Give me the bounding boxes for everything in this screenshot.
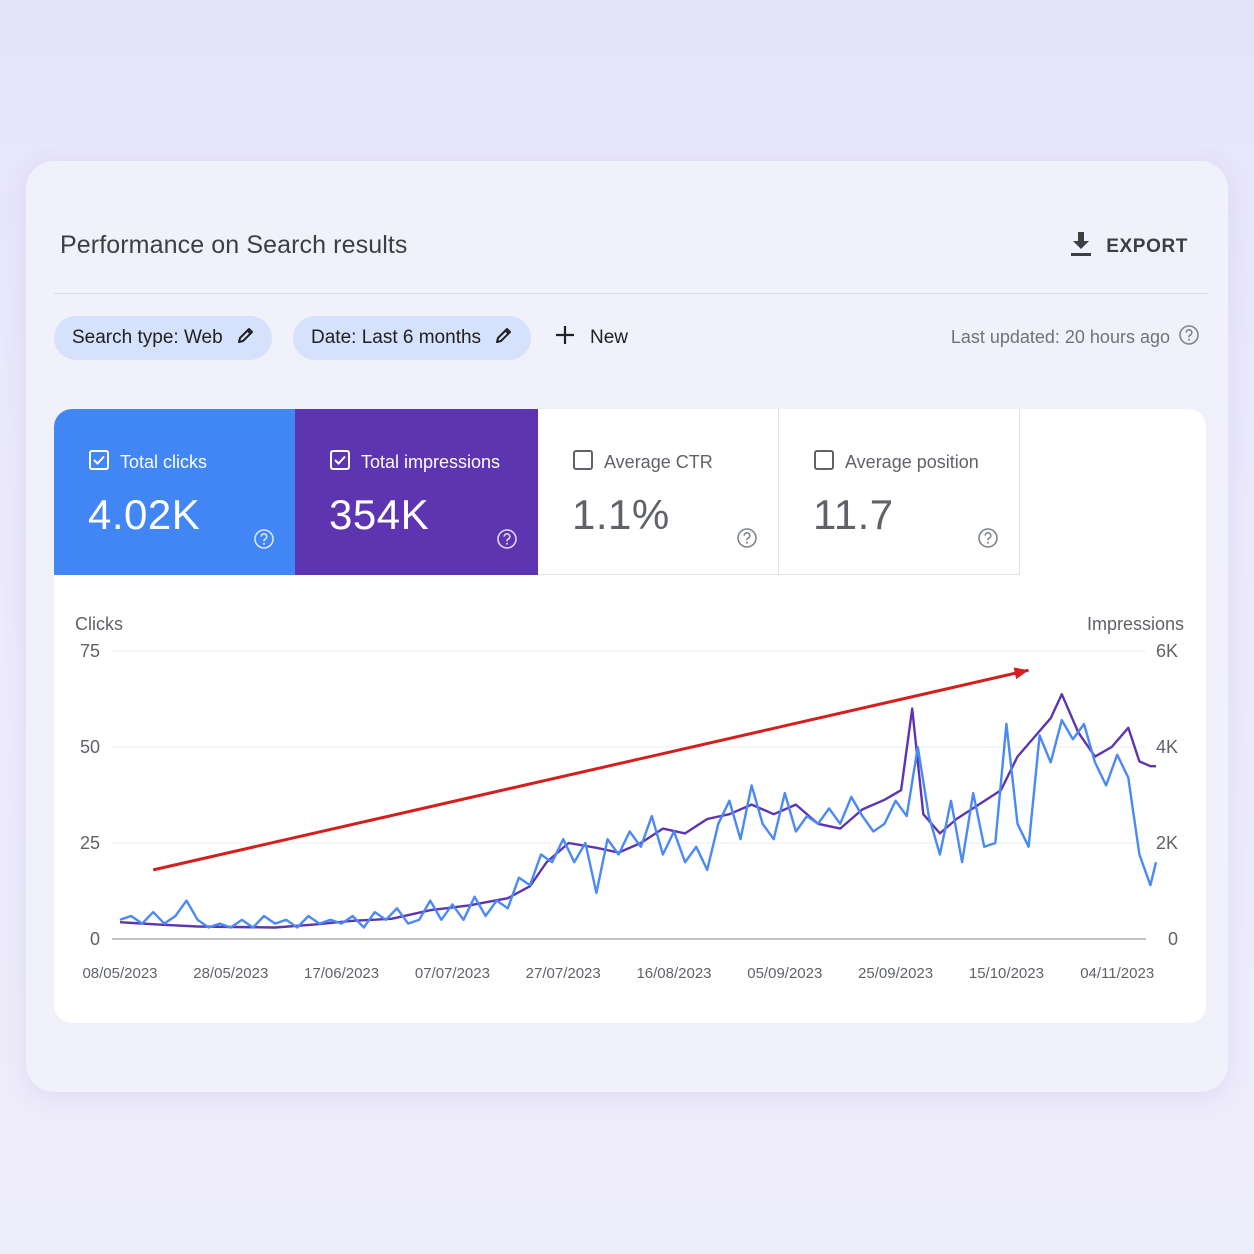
metric-total-impressions[interactable]: Total impressions 354K bbox=[295, 409, 538, 575]
right-axis-tick-label: 0 bbox=[1168, 929, 1178, 949]
x-axis-tick-label: 27/07/2023 bbox=[526, 965, 601, 982]
export-label: EXPORT bbox=[1106, 236, 1188, 257]
left-axis-title: Clicks bbox=[75, 614, 123, 634]
plus-icon bbox=[554, 324, 576, 352]
metric-value: 4.02K bbox=[88, 491, 201, 538]
metric-value: 11.7 bbox=[813, 491, 894, 538]
chart-svg: Clicks Impressions 0 25 50 75 0 2K 4K 6K 08/05/2… bbox=[75, 614, 1184, 982]
right-axis-tick-label: 2K bbox=[1156, 833, 1178, 853]
help-icon[interactable] bbox=[977, 527, 999, 554]
checkbox-unchecked-icon[interactable] bbox=[813, 449, 835, 476]
chart-panel: Total clicks 4.02K Total impre bbox=[54, 409, 1206, 1023]
right-axis-tick-label: 4K bbox=[1156, 737, 1178, 757]
metric-value: 354K bbox=[329, 491, 430, 538]
x-axis-tick-label: 08/05/2023 bbox=[82, 965, 157, 982]
performance-chart[interactable]: Clicks Impressions 0 25 50 75 0 2K 4K 6K 08/05/2… bbox=[54, 599, 1206, 1009]
edit-pencil-icon[interactable] bbox=[495, 326, 513, 350]
help-icon[interactable] bbox=[253, 528, 275, 555]
x-axis-tick-label: 05/09/2023 bbox=[747, 965, 822, 982]
export-button[interactable]: EXPORT bbox=[1070, 231, 1188, 263]
edit-pencil-icon[interactable] bbox=[237, 326, 255, 350]
series-line-clicks bbox=[119, 718, 1158, 929]
trend-arrow-head bbox=[1013, 667, 1029, 680]
trend-arrow-line bbox=[152, 668, 1029, 872]
metric-value: 1.1% bbox=[572, 491, 670, 538]
left-axis-tick-label: 75 bbox=[80, 641, 100, 661]
checkbox-checked-icon[interactable] bbox=[88, 449, 110, 476]
search-type-filter-chip[interactable]: Search type: Web bbox=[54, 316, 272, 360]
x-axis-tick-label: 25/09/2023 bbox=[858, 965, 933, 982]
metric-label: Average CTR bbox=[604, 452, 713, 472]
download-icon bbox=[1070, 231, 1092, 263]
last-updated-status: Last updated: 20 hours ago bbox=[951, 324, 1200, 351]
metric-label: Total impressions bbox=[361, 452, 501, 472]
x-axis-tick-label: 28/05/2023 bbox=[193, 965, 268, 982]
metric-average-position[interactable]: Average position 11.7 bbox=[779, 409, 1020, 575]
performance-card: Performance on Search results EXPORT Sea… bbox=[26, 161, 1228, 1092]
checkbox-checked-icon[interactable] bbox=[329, 449, 351, 476]
search-type-label: Search type: Web bbox=[72, 327, 223, 348]
new-filter-button[interactable]: New bbox=[554, 321, 628, 355]
new-label: New bbox=[590, 327, 629, 348]
x-axis-tick-label: 16/08/2023 bbox=[636, 965, 711, 982]
x-axis-tick-label: 04/11/2023 bbox=[1080, 965, 1154, 982]
help-icon[interactable] bbox=[1178, 324, 1200, 351]
checkbox-unchecked-icon[interactable] bbox=[572, 449, 594, 476]
metric-average-ctr[interactable]: Average CTR 1.1% bbox=[538, 409, 779, 575]
x-axis-tick-label: 07/07/2023 bbox=[415, 965, 490, 982]
metric-label: Total clicks bbox=[120, 452, 208, 472]
help-icon[interactable] bbox=[736, 527, 758, 554]
date-filter-chip[interactable]: Date: Last 6 months bbox=[293, 316, 531, 360]
metric-total-clicks[interactable]: Total clicks 4.02K bbox=[54, 409, 295, 575]
help-icon[interactable] bbox=[496, 528, 518, 555]
page-title: Performance on Search results bbox=[60, 231, 408, 259]
left-axis-tick-label: 25 bbox=[80, 833, 100, 853]
date-filter-label: Date: Last 6 months bbox=[311, 327, 482, 348]
right-axis-title: Impressions bbox=[1087, 614, 1184, 634]
last-updated-text: Last updated: 20 hours ago bbox=[950, 327, 1170, 347]
left-axis-tick-label: 50 bbox=[80, 737, 100, 757]
metric-label: Average position bbox=[845, 452, 979, 472]
right-axis-tick-label: 6K bbox=[1156, 641, 1178, 661]
x-axis-tick-label: 17/06/2023 bbox=[304, 965, 379, 982]
header-divider bbox=[54, 293, 1208, 294]
series-line-impressions bbox=[119, 693, 1156, 929]
x-axis-tick-label: 15/10/2023 bbox=[969, 965, 1044, 982]
left-axis-tick-label: 0 bbox=[90, 929, 100, 949]
